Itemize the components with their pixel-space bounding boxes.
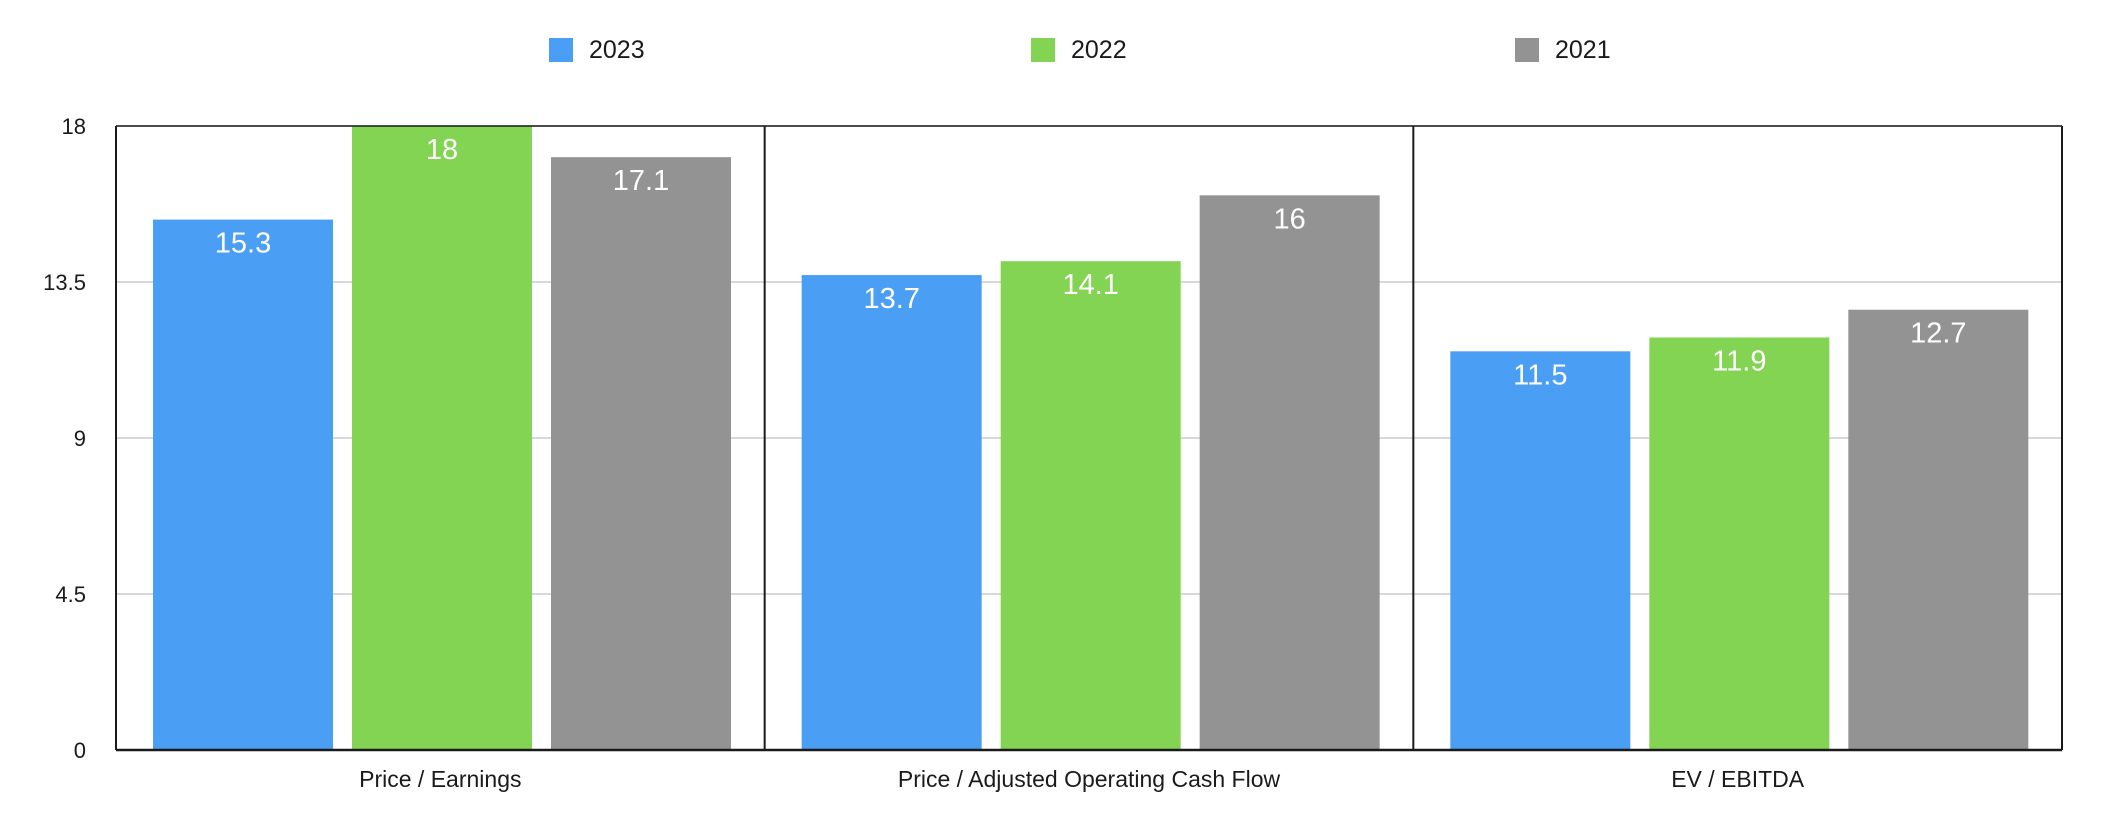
bars: [153, 126, 2029, 751]
bar-2023-2: [1450, 351, 1631, 750]
y-tick-label: 9: [74, 426, 86, 451]
y-tick-label: 4.5: [55, 582, 86, 607]
labels: 0 4.5 9 13.5 18 15.3 18 17.1 Price / Earnings 13.…: [43, 114, 1966, 792]
data-label: 12.7: [1910, 318, 1966, 350]
x-category-label: EV / EBITDA: [1671, 766, 1805, 792]
bar-2023-1: [801, 275, 982, 750]
legend-label-2023: 2023: [589, 35, 645, 64]
data-label: 16: [1274, 203, 1306, 235]
legend-label-2021: 2021: [1555, 35, 1611, 64]
data-label: 14.1: [1062, 269, 1118, 301]
y-tick-label: 0: [74, 738, 86, 763]
legend-swatch-2023: [549, 38, 573, 62]
legend-label-2022: 2022: [1071, 35, 1127, 64]
legend-swatch-2022: [1031, 38, 1055, 62]
legend-item-2023: 2023: [549, 36, 645, 64]
bar-2022-2: [1649, 337, 1830, 750]
data-label: 15.3: [215, 228, 271, 260]
data-label: 17.1: [613, 165, 669, 197]
x-category-label: Price / Earnings: [359, 766, 521, 792]
data-label: 11.9: [1712, 345, 1766, 377]
plot-frame: [115, 125, 2063, 752]
bar-2022-0: [352, 126, 532, 750]
chart-legend: 2023 2022 2021: [0, 0, 2110, 100]
bar-2021-0: [551, 157, 731, 750]
data-label: 13.7: [863, 283, 919, 315]
data-label: 11.5: [1513, 359, 1567, 391]
y-tick-label: 13.5: [43, 270, 86, 295]
legend-item-2021: 2021: [1515, 36, 1611, 64]
bar-2023-0: [153, 219, 333, 751]
bar-2022-1: [1000, 261, 1181, 750]
data-label: 18: [426, 134, 458, 166]
legend-swatch-2021: [1515, 38, 1539, 62]
legend-item-2022: 2022: [1031, 36, 1127, 64]
y-tick-label: 18: [62, 114, 86, 139]
x-category-label: Price / Adjusted Operating Cash Flow: [898, 766, 1281, 792]
bar-2021-1: [1199, 195, 1380, 751]
bar-2021-2: [1848, 309, 2029, 750]
